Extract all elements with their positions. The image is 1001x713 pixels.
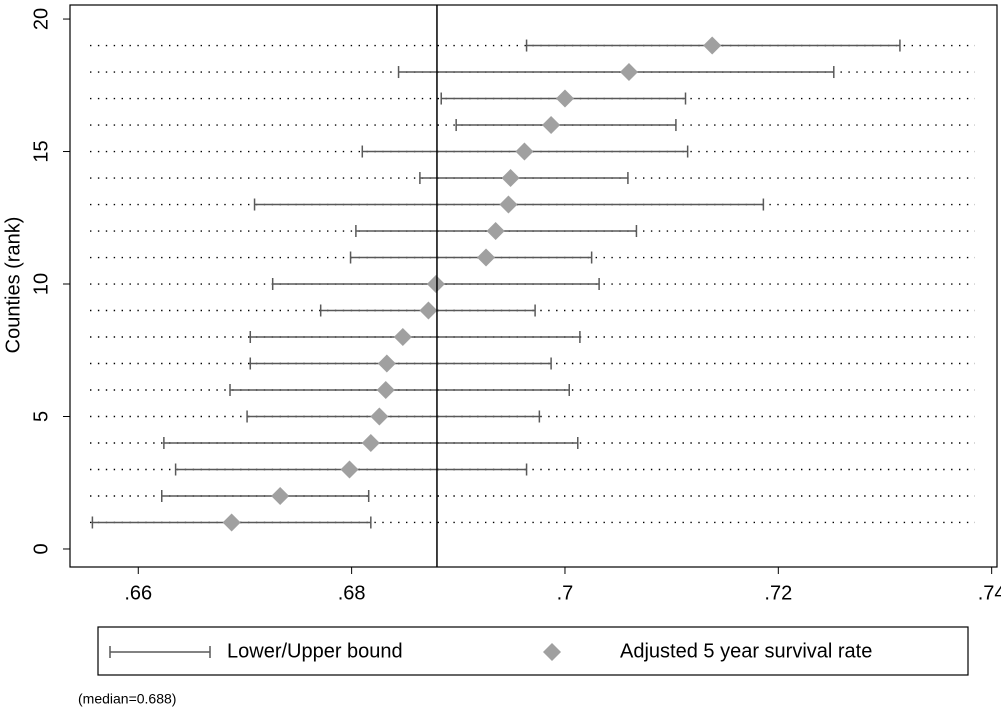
estimate-point: [542, 116, 561, 135]
y-tick-label: 20: [30, 8, 52, 30]
estimate-point: [703, 36, 722, 55]
estimate-point: [370, 407, 389, 426]
y-tick-label: 10: [30, 273, 52, 295]
estimate-point: [340, 460, 359, 479]
x-tick-label: .7: [557, 582, 574, 604]
estimate-point: [499, 195, 518, 214]
estimate-point: [419, 301, 438, 320]
legend-label: Lower/Upper bound: [227, 640, 403, 662]
y-axis-title: Counties (rank): [2, 217, 24, 354]
legend-label: Adjusted 5 year survival rate: [620, 640, 872, 662]
estimate-point: [486, 222, 505, 241]
estimate-point: [361, 433, 380, 452]
estimate-point: [377, 354, 396, 373]
x-tick-label: .72: [764, 582, 792, 604]
y-tick-label: 0: [30, 543, 52, 554]
y-tick-label: 15: [30, 140, 52, 162]
estimate-point: [501, 169, 520, 188]
legend-diamond: [543, 643, 561, 661]
x-tick-label: .68: [338, 582, 366, 604]
estimate-point: [222, 513, 241, 532]
x-tick-label: .74: [978, 582, 1001, 604]
estimate-point: [515, 142, 534, 161]
y-tick-label: 5: [30, 411, 52, 422]
estimate-point: [477, 248, 496, 267]
estimate-point: [376, 381, 395, 400]
plot-frame: [69, 4, 998, 568]
estimate-point: [619, 63, 638, 82]
x-tick-label: .66: [124, 582, 152, 604]
median-note: (median=0.688): [78, 691, 176, 707]
estimate-point: [555, 89, 574, 108]
legend-box: [97, 626, 969, 676]
estimate-point: [426, 275, 445, 294]
estimate-point: [393, 328, 412, 347]
estimate-point: [271, 486, 290, 505]
